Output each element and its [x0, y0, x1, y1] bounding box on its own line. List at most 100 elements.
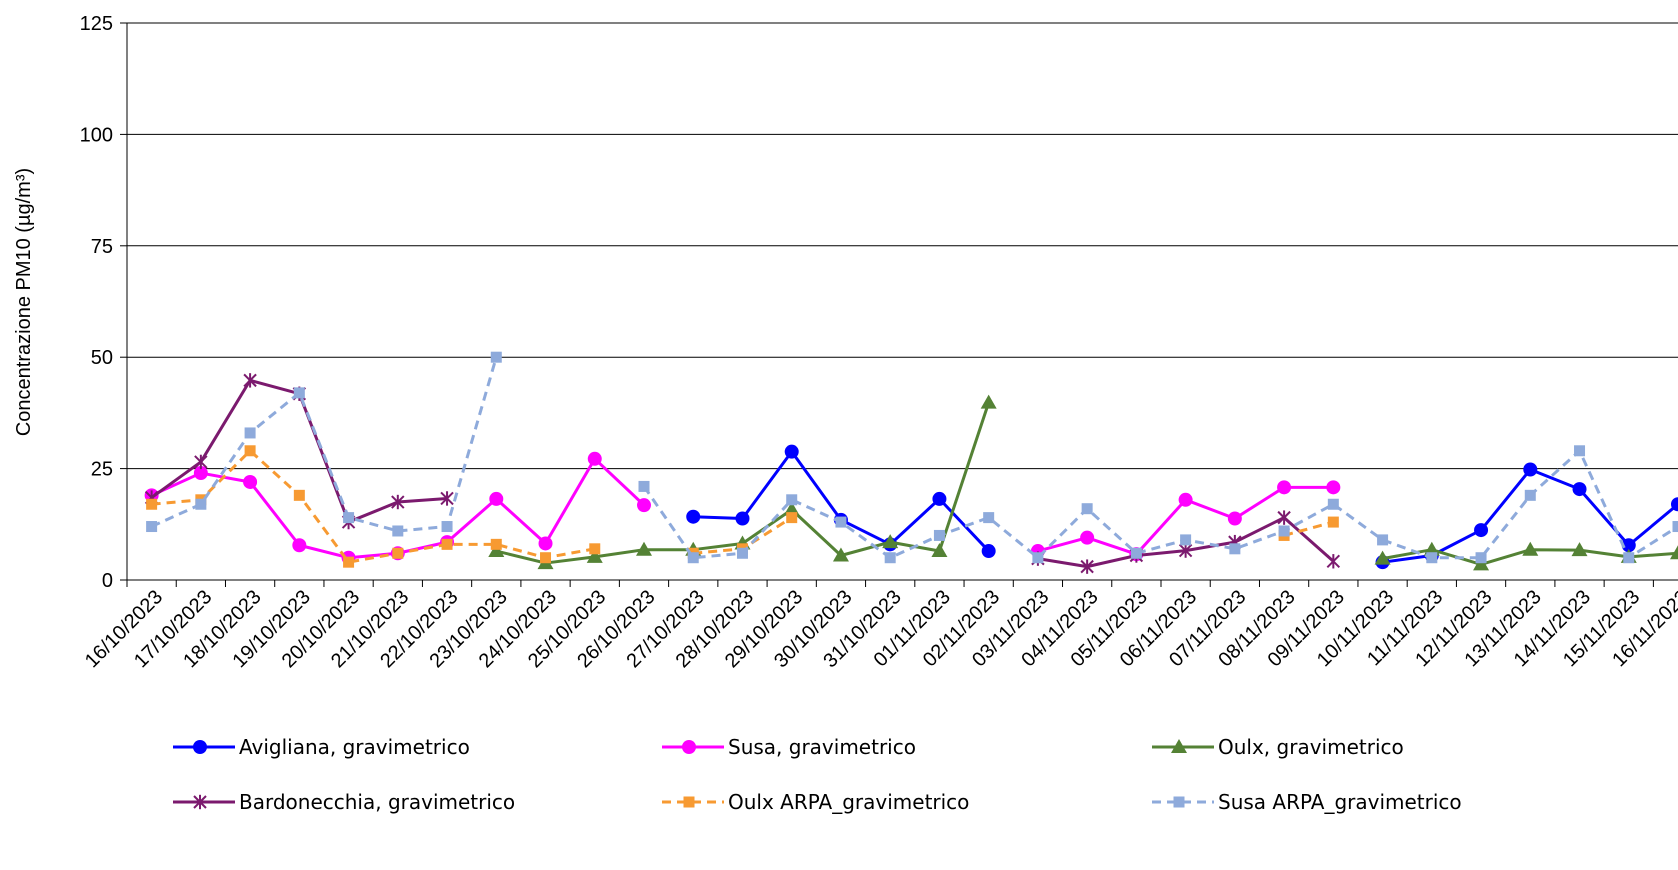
legend-label: Susa, gravimetrico: [728, 735, 916, 759]
data-point: [195, 498, 207, 510]
data-point: [1623, 552, 1635, 564]
data-point: [981, 544, 996, 559]
data-point: [194, 454, 208, 470]
series-5: [146, 351, 1678, 564]
data-point: [1473, 556, 1490, 571]
series-line: [151, 449, 596, 564]
data-point: [832, 547, 849, 562]
x-tick-labels: 16/10/202317/10/202318/10/202319/10/2023…: [81, 586, 1678, 672]
data-point: [441, 538, 453, 550]
data-point: [1571, 542, 1588, 557]
data-point: [786, 512, 798, 524]
data-point: [391, 494, 405, 510]
data-point: [488, 543, 505, 558]
data-point: [735, 511, 750, 526]
data-point: [540, 552, 552, 564]
data-point: [932, 491, 947, 506]
y-tick-label: 125: [80, 13, 113, 35]
legend-label: Oulx ARPA_gravimetrico: [728, 790, 969, 814]
data-point: [636, 541, 652, 556]
data-point: [146, 498, 158, 510]
data-point: [1178, 492, 1193, 507]
y-tick-labels: 0 25 50 75 100 125: [80, 13, 113, 592]
legend-marker: [683, 796, 695, 808]
data-point: [244, 427, 256, 439]
y-axis-title: Concentrazione PM10 (µg/m³): [13, 168, 35, 436]
data-point: [1277, 510, 1291, 525]
data-point: [983, 512, 995, 524]
data-point: [343, 556, 355, 568]
data-point: [1474, 523, 1489, 538]
data-point: [1524, 489, 1536, 501]
data-point: [1081, 503, 1093, 515]
data-point: [1327, 498, 1339, 510]
data-point: [193, 466, 208, 481]
data-point: [884, 552, 896, 564]
axes: [120, 22, 1678, 587]
data-point: [1080, 530, 1095, 545]
data-point: [1180, 534, 1192, 546]
data-point: [1426, 552, 1438, 564]
data-point: [786, 494, 798, 506]
data-point: [1130, 547, 1142, 559]
data-point: [1475, 552, 1487, 564]
y-tick-label: 25: [91, 459, 113, 481]
data-point: [980, 394, 997, 409]
series-2: [488, 394, 1678, 571]
data-point: [835, 516, 847, 528]
series-line: [151, 356, 498, 533]
legend-marker: [193, 740, 207, 754]
data-point: [1374, 550, 1391, 565]
data-point: [440, 491, 454, 506]
data-point: [589, 543, 601, 555]
data-point: [1278, 525, 1290, 537]
legend-label: Bardonecchia, gravimetrico: [239, 790, 515, 814]
data-point: [783, 501, 800, 516]
data-point: [243, 373, 257, 388]
legend-marker: [682, 740, 696, 754]
legend-marker: [1173, 796, 1185, 808]
data-point: [1621, 538, 1636, 553]
data-point: [1227, 511, 1242, 526]
data-point: [1670, 545, 1678, 560]
series-line: [1283, 520, 1334, 537]
data-point: [933, 529, 945, 541]
data-point: [538, 536, 553, 551]
data-point: [637, 498, 651, 513]
gridlines: [127, 22, 1678, 470]
legend-marker: [193, 794, 207, 810]
legend-item: Oulx ARPA_gravimetrico: [662, 790, 969, 814]
data-point: [1229, 543, 1241, 555]
y-tick-label: 75: [91, 236, 113, 258]
data-point: [1572, 482, 1587, 497]
y-tick-label: 50: [91, 347, 113, 369]
data-point: [1522, 541, 1539, 556]
series-lines: [144, 351, 1678, 574]
data-point: [586, 548, 603, 563]
legend-item: Oulx, gravimetrico: [1152, 735, 1404, 759]
data-point: [686, 509, 701, 524]
data-point: [392, 525, 404, 537]
legend-item: Avigliana, gravimetrico: [173, 735, 470, 759]
data-point: [146, 521, 158, 533]
data-point: [1326, 480, 1341, 495]
legend-label: Avigliana, gravimetrico: [239, 735, 470, 759]
data-point: [292, 538, 307, 553]
data-point: [1672, 521, 1678, 533]
legend-label: Oulx, gravimetrico: [1218, 735, 1404, 759]
data-point: [1277, 480, 1292, 495]
data-point: [490, 351, 502, 363]
data-point: [1327, 516, 1339, 528]
series-line: [642, 449, 1678, 560]
data-point: [1574, 445, 1586, 457]
legend-item: Susa, gravimetrico: [662, 735, 916, 759]
data-point: [784, 444, 799, 459]
data-point: [687, 552, 699, 564]
data-point: [587, 451, 602, 466]
data-point: [638, 480, 650, 492]
data-point: [490, 538, 502, 550]
legend: Avigliana, gravimetrico Susa, gravimetric…: [173, 735, 1462, 814]
data-point: [1377, 534, 1389, 546]
data-point: [441, 521, 453, 533]
data-point: [343, 512, 355, 524]
